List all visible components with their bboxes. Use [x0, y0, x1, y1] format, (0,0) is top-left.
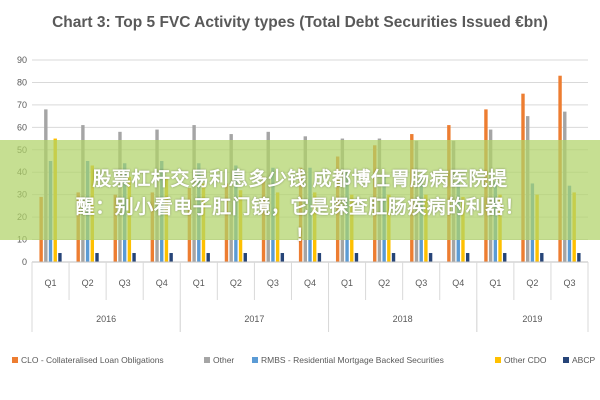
y-tick-label: 80 — [17, 77, 27, 87]
ad-banner-line-2: 醒：别小看电子肛门镜，它是探查肛肠疾病的利器！ — [75, 197, 525, 218]
x-tick-label: Q3 — [267, 278, 279, 288]
y-tick-label: 70 — [17, 100, 27, 110]
x-tick-label: Q4 — [156, 278, 168, 288]
bar — [58, 253, 62, 262]
x-tick-label: Q3 — [119, 278, 131, 288]
x-group-label: 2016 — [96, 314, 116, 324]
bar — [132, 253, 136, 262]
x-tick-label: Q3 — [415, 278, 427, 288]
legend-label: CLO - Collateralised Loan Obligations — [21, 355, 164, 365]
legend-label: ABCP — [572, 355, 595, 365]
x-group-label: 2017 — [244, 314, 264, 324]
bar — [503, 253, 507, 262]
bar — [95, 253, 99, 262]
x-axis: Q1 Q2 Q3 Q4 Q1 Q2 Q3 Q4 Q1 Q2 Q3 Q4 Q1 Q2 Q3 2016 2017 20… — [31, 261, 589, 332]
bar — [243, 253, 247, 262]
y-tick-label: 90 — [17, 55, 27, 65]
bar — [391, 253, 396, 262]
legend-swatch — [495, 357, 501, 363]
x-tick-label: Q2 — [230, 278, 242, 288]
bar — [540, 253, 544, 262]
x-group-label: 2019 — [522, 314, 542, 324]
bar — [317, 253, 322, 262]
x-tick-label: Q1 — [341, 278, 353, 288]
bar — [577, 253, 581, 262]
y-tick-label: 60 — [17, 122, 27, 132]
x-tick-label: Q1 — [193, 278, 205, 288]
ad-banner-text[interactable]: 股票杠杆交易利息多少钱 成都博仕胃肠病医院提 醒：别小看电子肛门镜，它是探查肛肠… — [10, 166, 590, 250]
x-tick-label: Q2 — [378, 278, 390, 288]
bar — [206, 253, 210, 262]
legend-swatch — [204, 357, 210, 363]
y-tick-label: 0 — [22, 257, 27, 267]
x-tick-label: Q4 — [304, 278, 316, 288]
chart-title: Chart 3: Top 5 FVC Activity types (Total… — [52, 14, 548, 31]
x-tick-label: Q3 — [563, 278, 575, 288]
legend-label: Other — [213, 355, 234, 365]
legend: CLO - Collateralised Loan Obligations Oth… — [12, 355, 595, 365]
bar — [280, 253, 285, 262]
bar — [428, 253, 433, 262]
legend-swatch — [12, 357, 18, 363]
bar — [354, 253, 359, 262]
legend-label: RMBS - Residential Mortgage Backed Secur… — [261, 355, 444, 365]
x-tick-label: Q4 — [452, 278, 464, 288]
x-tick-label: Q1 — [45, 278, 57, 288]
bar — [169, 253, 173, 262]
ad-banner-line-3: ! — [296, 225, 304, 246]
ad-banner-line-1: 股票杠杆交易利息多少钱 成都博仕胃肠病医院提 — [92, 169, 508, 190]
legend-swatch — [563, 357, 569, 363]
ad-banner-overlay[interactable] — [0, 140, 600, 240]
bar — [465, 253, 470, 262]
x-tick-label: Q2 — [526, 278, 538, 288]
legend-label: Other CDO — [504, 355, 547, 365]
x-tick-label: Q1 — [489, 278, 501, 288]
x-tick-label: Q2 — [82, 278, 94, 288]
legend-swatch — [252, 357, 258, 363]
x-group-label: 2018 — [393, 314, 413, 324]
